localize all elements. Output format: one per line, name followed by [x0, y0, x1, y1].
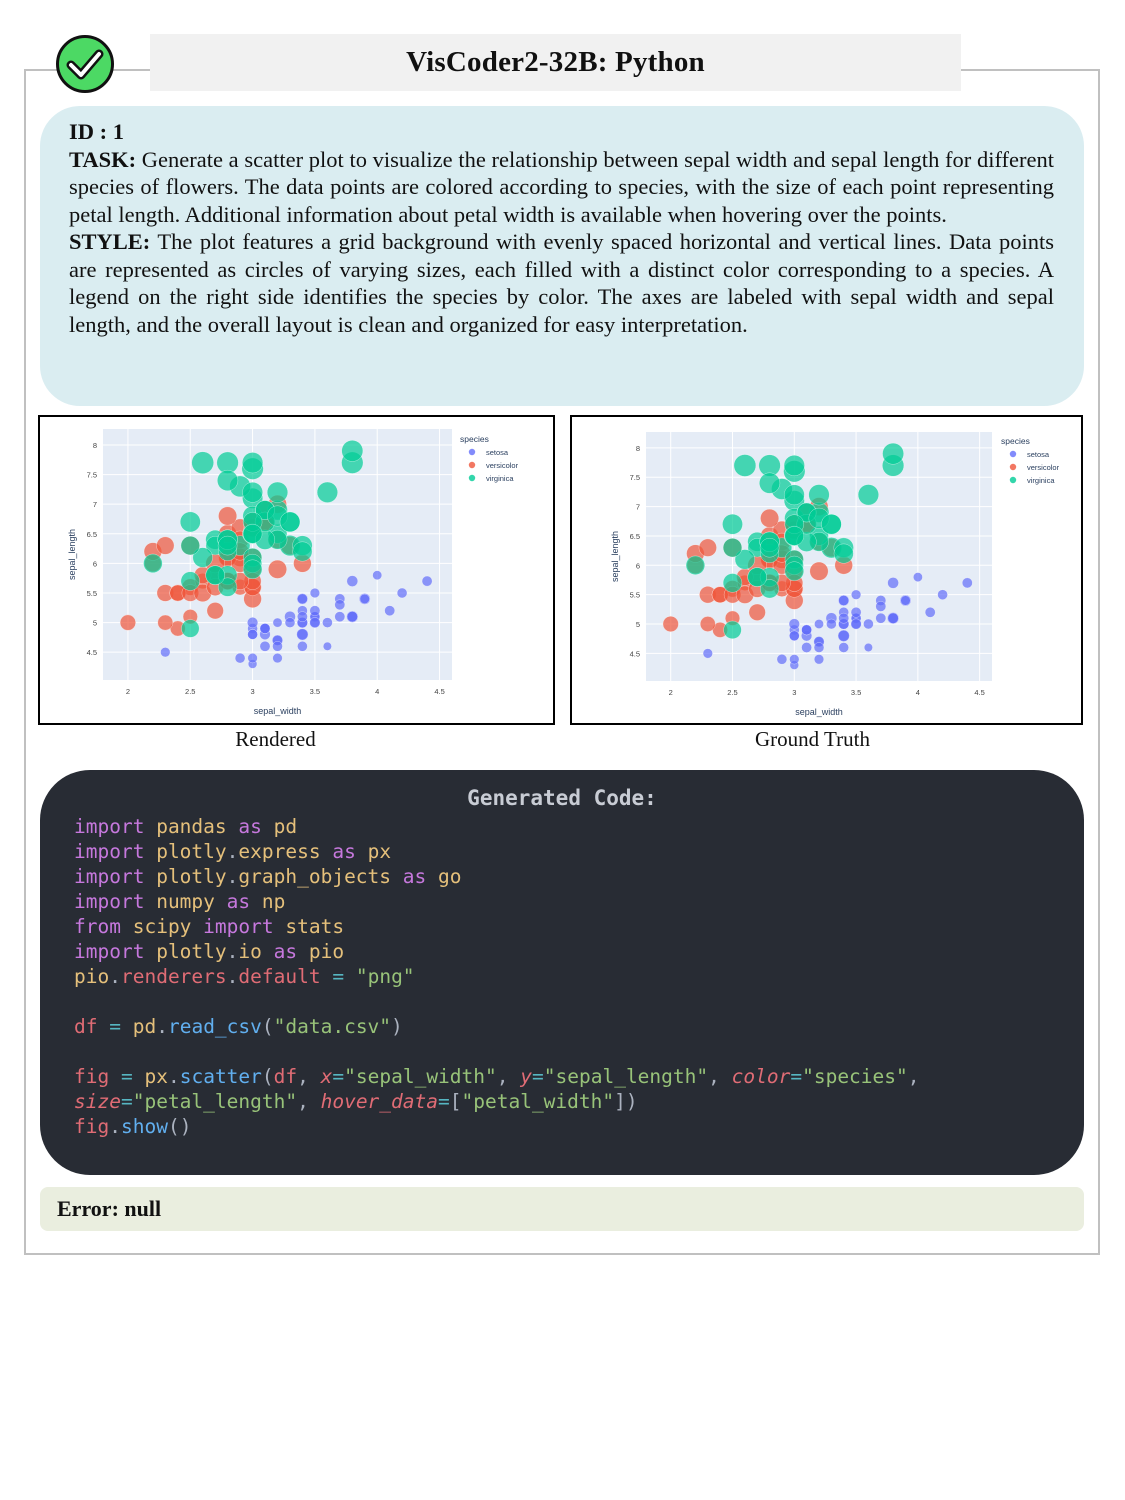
svg-text:4.5: 4.5 — [630, 649, 640, 658]
task-paragraph: TASK: Generate a scatter plot to visuali… — [69, 146, 1054, 229]
svg-text:setosa: setosa — [486, 448, 509, 457]
svg-text:6.5: 6.5 — [87, 530, 97, 539]
svg-text:5: 5 — [636, 620, 640, 629]
svg-text:2: 2 — [669, 688, 673, 697]
svg-text:7.5: 7.5 — [630, 473, 640, 482]
svg-text:versicolor: versicolor — [1027, 463, 1060, 472]
svg-text:3.5: 3.5 — [851, 688, 861, 697]
svg-text:sepal_width: sepal_width — [795, 707, 843, 717]
svg-text:7.5: 7.5 — [87, 471, 97, 480]
svg-text:2.5: 2.5 — [727, 688, 737, 697]
svg-text:6: 6 — [636, 561, 640, 570]
check-circle-icon — [56, 35, 114, 93]
code-line: import plotly.io as pio — [74, 940, 345, 963]
svg-text:4: 4 — [916, 688, 920, 697]
task-description-box: ID : 1 TASK: Generate a scatter plot to … — [40, 106, 1084, 406]
svg-text:6.5: 6.5 — [630, 532, 640, 541]
code-block: import pandas as pd import plotly.express… — [74, 814, 1050, 1139]
svg-text:7: 7 — [93, 500, 97, 509]
svg-text:5.5: 5.5 — [87, 589, 97, 598]
scatter-plot-svg: 2 2.5 3 3.5 4 4.5 4.5 5 5.5 6 6.5 7 7.5 8 sepal_width s… — [67, 429, 519, 716]
svg-text:virginica: virginica — [1027, 476, 1055, 485]
svg-text:5.5: 5.5 — [630, 591, 640, 600]
code-line — [74, 1039, 1050, 1064]
style-label: STYLE: — [69, 229, 151, 254]
svg-text:versicolor: versicolor — [486, 461, 519, 470]
rendered-chart: 2 2.5 3 3.5 4 4.5 4.5 5 5.5 6 6.5 7 7.5 8 sepal_width s… — [38, 415, 555, 725]
error-text: Error: null — [57, 1196, 162, 1221]
svg-text:6: 6 — [93, 559, 97, 568]
svg-text:virginica: virginica — [486, 474, 514, 483]
svg-text:3.5: 3.5 — [310, 687, 320, 696]
code-line: from scipy import stats — [74, 915, 345, 938]
page-title: VisCoder2-32B: Python — [406, 46, 705, 78]
svg-text:4: 4 — [375, 687, 379, 696]
code-line: size="petal_length", hover_data=["petal_… — [74, 1090, 638, 1113]
svg-text:5: 5 — [93, 619, 97, 628]
svg-text:8: 8 — [93, 441, 97, 450]
header-title-bar: VisCoder2-32B: Python — [150, 34, 961, 91]
svg-text:4.5: 4.5 — [87, 648, 97, 657]
ground-truth-caption: Ground Truth — [755, 727, 870, 751]
ground-truth-chart: 2 2.5 3 3.5 4 4.5 4.5 5 5.5 6 6.5 7 7.5 8 sepal_width s… — [570, 415, 1083, 725]
svg-text:4.5: 4.5 — [434, 687, 444, 696]
code-line: import plotly.graph_objects as go — [74, 865, 462, 888]
error-box: Error: null — [40, 1187, 1084, 1231]
svg-text:sepal_width: sepal_width — [254, 706, 302, 716]
task-id: ID : 1 — [69, 119, 124, 144]
code-line: import numpy as np — [74, 890, 286, 913]
svg-text:3: 3 — [250, 687, 254, 696]
scatter-plot-svg: 2 2.5 3 3.5 4 4.5 4.5 5 5.5 6 6.5 7 7.5 8 sepal_width s… — [610, 432, 1060, 717]
svg-text:sepal_length: sepal_length — [67, 529, 77, 580]
svg-text:species: species — [1001, 436, 1030, 446]
svg-text:2: 2 — [126, 687, 130, 696]
svg-text:3: 3 — [792, 688, 796, 697]
style-text: The plot features a grid background with… — [69, 229, 1054, 337]
code-line: pio.renderers.default = "png" — [74, 965, 415, 988]
svg-text:sepal_length: sepal_length — [610, 531, 620, 582]
svg-text:7: 7 — [636, 503, 640, 512]
svg-text:species: species — [460, 434, 489, 444]
rendered-caption: Rendered — [235, 727, 316, 751]
code-title: Generated Code: — [467, 786, 657, 810]
svg-text:2.5: 2.5 — [185, 687, 195, 696]
code-line: df = pd.read_csv("data.csv") — [74, 1015, 403, 1038]
code-line: fig = px.scatter(df, x="sepal_width", y=… — [74, 1065, 920, 1088]
code-line: fig.show() — [74, 1115, 192, 1138]
task-label: TASK: — [69, 146, 137, 172]
svg-text:4.5: 4.5 — [974, 688, 984, 697]
code-panel: Generated Code: import pandas as pd impor… — [40, 770, 1084, 1175]
code-line: import plotly.express as px — [74, 840, 392, 863]
svg-text:setosa: setosa — [1027, 450, 1050, 459]
code-line: import pandas as pd — [74, 815, 298, 838]
svg-text:8: 8 — [636, 444, 640, 453]
code-line — [74, 989, 1050, 1014]
task-text: Generate a scatter plot to visualize the… — [69, 146, 1054, 227]
style-paragraph: STYLE: The plot features a grid backgrou… — [69, 228, 1054, 338]
